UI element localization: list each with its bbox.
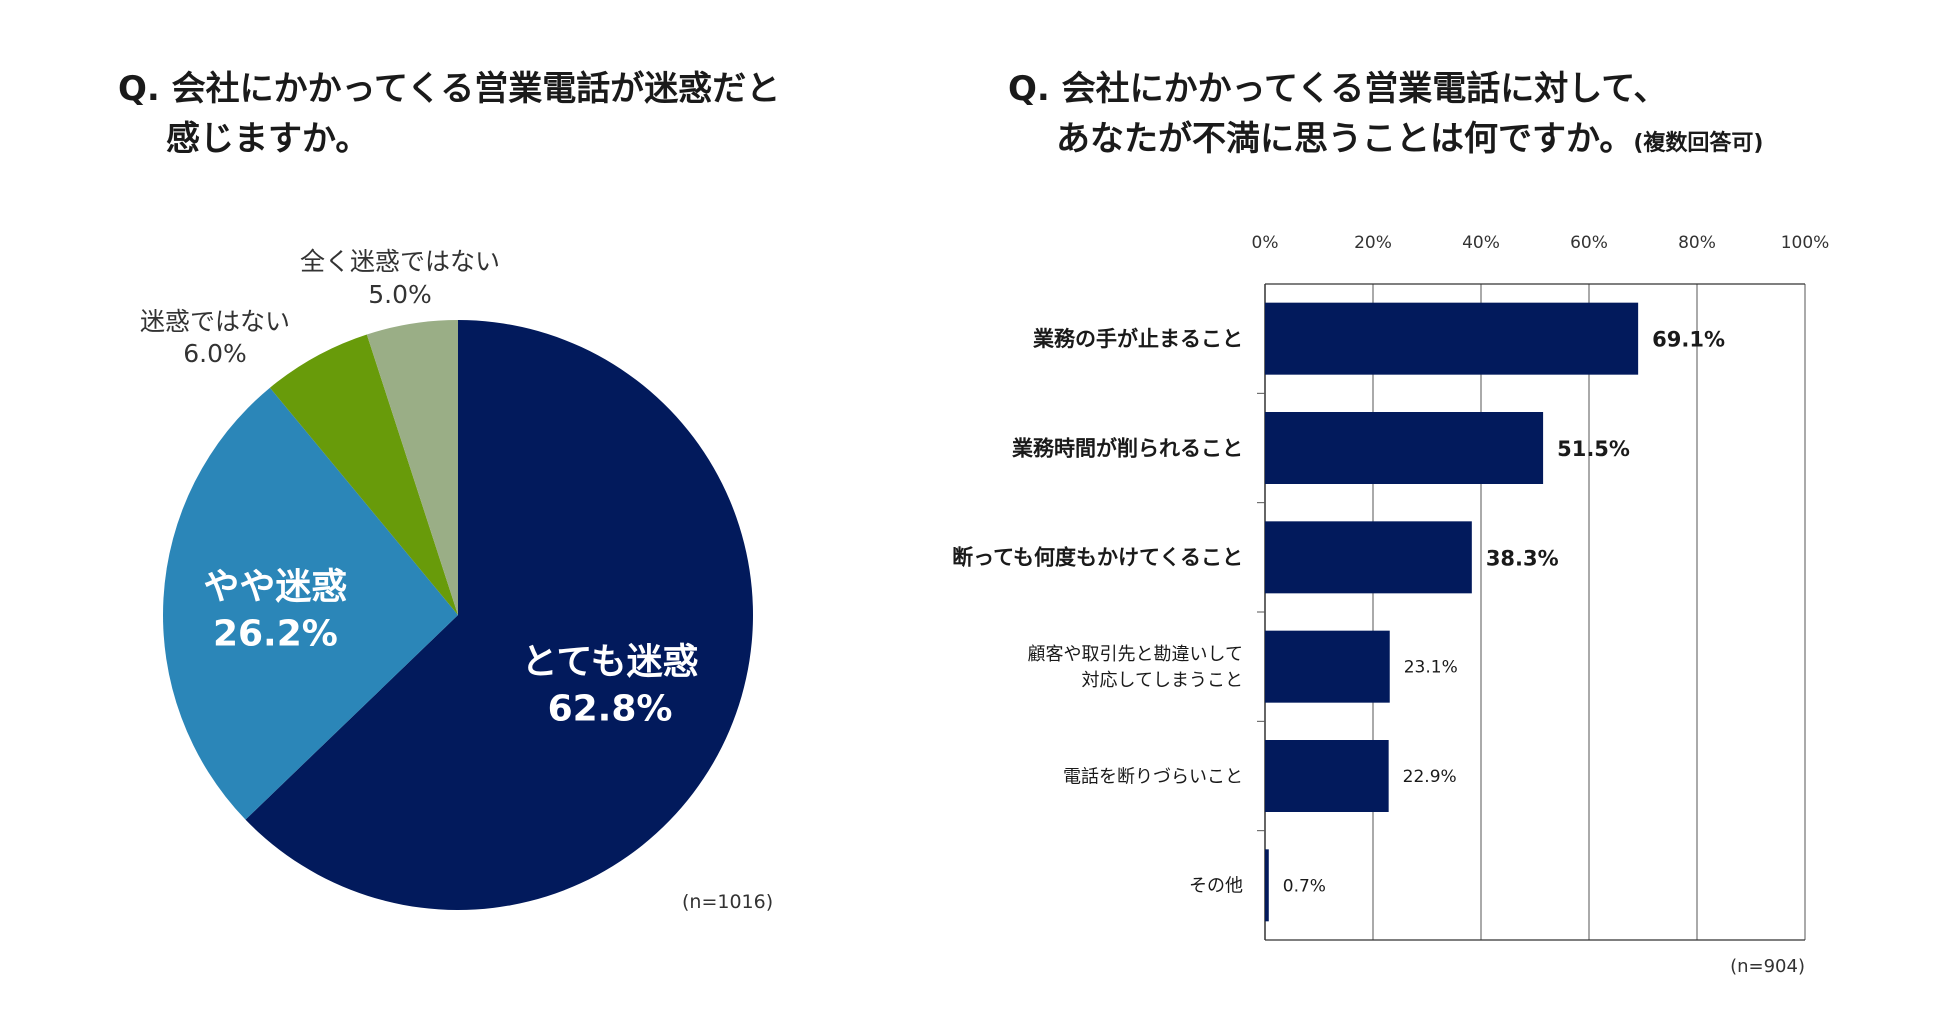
pie-slice-label: 全く迷惑ではない [300,247,500,276]
category-label: 顧客や取引先と勘違いして [1028,644,1243,665]
x-tick-label: 60% [1570,233,1608,253]
pie-slice-value: 5.0% [368,280,432,309]
pie-slice-label: やや迷惑 [203,567,347,608]
pie-slice [269,334,458,615]
bar [1265,849,1269,922]
pie-slice [163,387,459,820]
pie-slice-value: 26.2% [213,614,338,655]
data-label: 51.5% [1557,437,1630,461]
pie-sample-size: (n=1016) [682,891,773,913]
data-label: 22.9% [1403,767,1457,787]
bar-title-line-2-wrap: あなたが不満に思うことは何ですか。(複数回答可) [1008,114,1763,169]
category-label: 断っても何度もかけてくること [952,546,1243,570]
bar-sample-size: (n=904) [1730,956,1805,977]
x-tick-label: 20% [1354,233,1392,253]
bar-title-line-1: Q. 会社にかかってくる営業電話に対して、 [1008,69,1668,109]
pie-chart-title: Q. 会社にかかってくる営業電話が迷惑だと 感じますか。 [118,64,780,164]
multiple-answer-note: (複数回答可) [1633,131,1764,156]
data-label: 0.7% [1283,876,1326,896]
pie-title-line-2: 感じますか。 [166,119,370,159]
category-label: 業務時間が削られること [1012,436,1243,460]
pie-title-line-1: Q. 会社にかかってくる営業電話が迷惑だと [118,69,781,109]
x-tick-label: 40% [1462,233,1500,253]
bar [1265,740,1389,812]
category-label: 電話を断りづらいこと [1063,766,1243,787]
bar [1265,630,1390,703]
pie-slice-value: 6.0% [183,339,247,368]
data-label: 23.1% [1404,658,1458,678]
pie-slice [245,320,753,910]
pie-slice-label: 迷惑ではない [140,307,290,336]
category-label: その他 [1189,876,1243,897]
category-label: 対応してしまうこと [1082,670,1243,691]
data-label: 69.1% [1652,328,1725,352]
x-tick-label: 0% [1252,233,1279,253]
bar [1265,412,1544,484]
x-tick-label: 100% [1781,233,1830,253]
bar-title-line-2: あなたが不満に思うことは何ですか。 [1056,119,1634,159]
pie-slice-value: 62.8% [548,689,673,730]
x-tick-label: 80% [1678,233,1716,253]
pie-slice [366,320,458,615]
pie-slice-label: とても迷惑 [521,642,698,683]
bar [1265,521,1472,594]
category-label: 業務の手が止まること [1033,327,1243,351]
data-label: 38.3% [1486,546,1559,570]
bar-chart-title: Q. 会社にかかってくる営業電話に対して、 あなたが不満に思うことは何ですか。(… [1008,64,1763,169]
bar [1265,302,1639,375]
